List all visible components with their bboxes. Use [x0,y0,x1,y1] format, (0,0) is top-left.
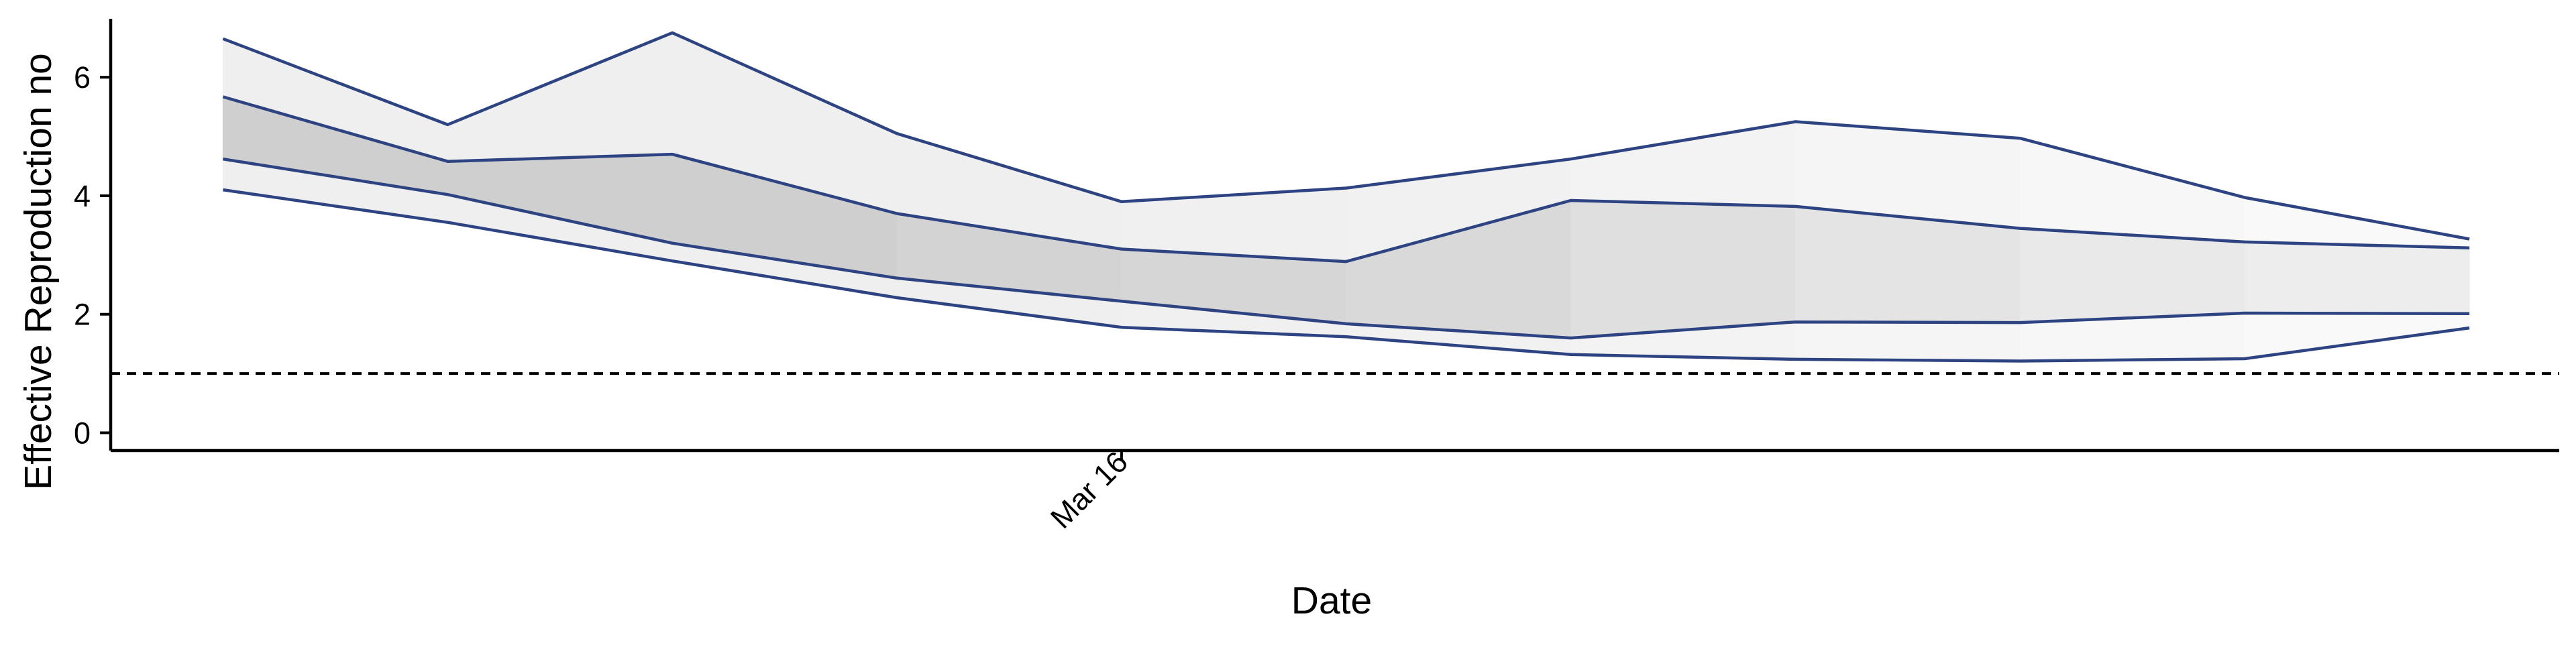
inner-band-segment-8 [2019,228,2245,323]
y-tick-label-6: 6 [74,60,91,95]
inner-band-segment-9 [2244,241,2470,314]
outer-lower-line [223,188,2470,363]
y-tick-label-2: 2 [74,298,91,332]
y-tick-label-0: 0 [74,416,91,450]
outer-upper-line [222,31,2470,241]
inner-upper-line [222,95,2470,263]
x-axis-title: Date [1291,579,1372,622]
inner-lower-line [223,157,2470,340]
x-tick-label-0: Mar 16 [1044,445,1134,535]
inner-band-layer [222,96,2470,339]
y-tick-label-4: 4 [74,179,91,213]
y-axis-title: Effective Reproduction no [17,53,60,490]
inner-band-segment-6 [1570,200,1796,339]
band-lines-layer [222,31,2470,363]
